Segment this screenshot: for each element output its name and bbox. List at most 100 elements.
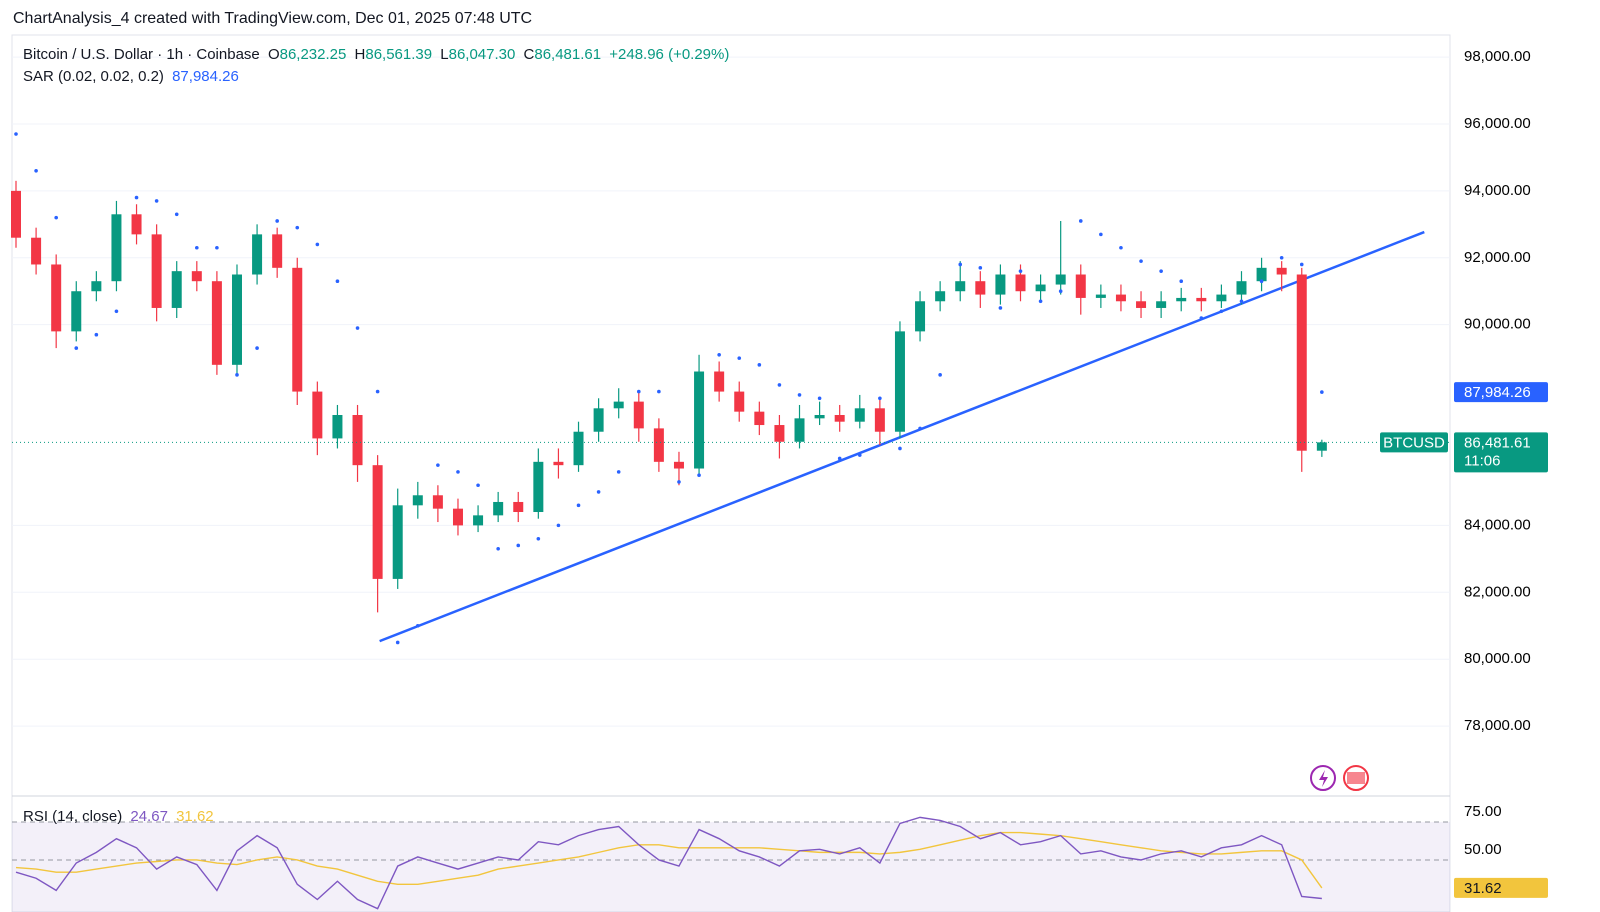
legend-value: 86,232.25 xyxy=(279,46,347,63)
candle-body xyxy=(91,281,102,292)
legend-key: H xyxy=(354,46,366,63)
candle-body xyxy=(694,371,705,469)
sar-name[interactable]: SAR (0.02, 0.02, 0.2) xyxy=(23,68,164,85)
sar-dot xyxy=(1119,245,1123,250)
candle-body xyxy=(1075,274,1086,298)
sar-dot xyxy=(34,169,38,173)
sar-dot xyxy=(1299,262,1304,267)
candle-body xyxy=(935,291,946,302)
sar-dot xyxy=(576,503,581,508)
candle-body xyxy=(1216,294,1227,302)
candle-body xyxy=(392,505,403,579)
sar-dot xyxy=(757,363,762,367)
sar-dot xyxy=(918,426,922,431)
candle-body xyxy=(473,515,484,526)
candle-body xyxy=(372,465,383,579)
y-tick-label: 96,000.00 xyxy=(1464,115,1531,132)
sar-dot xyxy=(456,470,460,474)
sar-dot xyxy=(1239,299,1244,304)
y-tick-label: 90,000.00 xyxy=(1464,316,1531,333)
sar-dot xyxy=(636,389,641,394)
sar-dot xyxy=(1018,269,1023,273)
rsi-tick-label: 75.00 xyxy=(1464,803,1502,820)
sar-dot xyxy=(1078,219,1083,223)
sar-dot xyxy=(677,480,681,484)
symbol[interactable]: Bitcoin / U.S. Dollar · 1h · Coinbase xyxy=(23,46,260,63)
sar-dot xyxy=(74,346,79,350)
candle-body xyxy=(834,415,845,422)
sar-dot xyxy=(1179,279,1184,283)
y-tick-label: 82,000.00 xyxy=(1464,583,1531,600)
candle-body xyxy=(894,331,905,432)
legend-key: L xyxy=(440,46,449,63)
legend-value: 86,561.39 xyxy=(365,46,433,63)
candle-body xyxy=(613,401,624,409)
flash-icons[interactable] xyxy=(1310,765,1369,791)
candle-body xyxy=(191,271,202,282)
candle-body xyxy=(111,214,122,282)
sar-dot xyxy=(355,326,360,330)
sar-dot xyxy=(14,132,18,136)
sar-dot xyxy=(697,473,701,478)
sar-dot xyxy=(717,352,721,357)
candle-body xyxy=(1115,294,1126,302)
candle-body xyxy=(252,234,263,275)
sar-value: 87,984.26 xyxy=(172,68,239,85)
sar-dot xyxy=(1279,255,1284,260)
sar-dot xyxy=(315,242,320,247)
sar-dot xyxy=(657,389,661,394)
sar-dot xyxy=(1199,316,1204,320)
sar-dot xyxy=(556,523,561,528)
candle-body xyxy=(1035,284,1046,292)
candle-body xyxy=(71,291,82,332)
candle-body xyxy=(432,495,443,509)
sar-dot xyxy=(476,483,480,488)
candle-body xyxy=(1136,301,1147,308)
sar-dot xyxy=(375,389,380,394)
candle-body xyxy=(814,415,825,419)
rsi-line xyxy=(15,831,1323,889)
candle-body xyxy=(1095,294,1106,298)
sar-dot xyxy=(737,356,742,360)
candle-body xyxy=(1156,301,1167,308)
candle-body xyxy=(452,508,463,526)
candle-body xyxy=(794,418,805,442)
sar-dot xyxy=(1219,309,1224,314)
candle-body xyxy=(714,371,725,392)
candle-body xyxy=(493,501,504,516)
candle-body xyxy=(1296,274,1307,451)
flag-glyph xyxy=(1347,772,1365,784)
sar-dot xyxy=(596,490,601,494)
legend-key: O xyxy=(267,46,280,63)
sar-dot xyxy=(1038,299,1043,304)
sar-dot xyxy=(1259,279,1264,283)
symbol-tag-text: BTCUSD xyxy=(1383,434,1445,451)
candle-body xyxy=(1196,297,1207,302)
legend-row: Bitcoin / U.S. Dollar · 1h · Coinbase O8… xyxy=(23,46,733,63)
legend-key: C xyxy=(523,46,535,63)
candle-body xyxy=(1276,267,1287,275)
sar-dot xyxy=(114,309,119,314)
candle-body xyxy=(51,264,62,332)
candle-body xyxy=(412,495,423,506)
candle-body xyxy=(171,271,182,308)
candle-body xyxy=(1176,297,1187,302)
sar-dot xyxy=(295,225,300,230)
candle-body xyxy=(151,234,162,308)
sar-dot xyxy=(898,446,902,451)
sar-dot xyxy=(1320,390,1324,394)
trendline xyxy=(379,230,1425,643)
candle-body xyxy=(854,408,865,422)
sar-dot xyxy=(1139,259,1143,263)
candle-body xyxy=(1256,267,1267,282)
sar-dot xyxy=(215,245,219,250)
sar-dot xyxy=(416,623,420,628)
y-tick-label: 94,000.00 xyxy=(1464,182,1531,199)
rsi-name[interactable]: RSI (14, close) xyxy=(23,808,123,825)
candle-body xyxy=(955,281,966,292)
sar-tag xyxy=(1454,382,1548,403)
sar-dot xyxy=(1099,232,1103,237)
sar-dot xyxy=(837,456,842,461)
candle-body xyxy=(231,274,242,365)
legend-value: 86,047.30 xyxy=(448,46,516,63)
